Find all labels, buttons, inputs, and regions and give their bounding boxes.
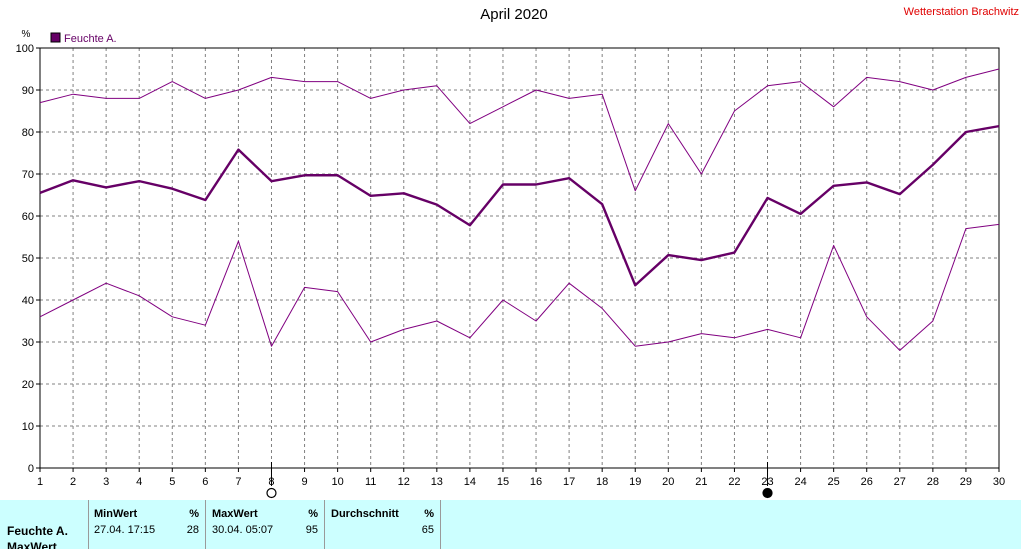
x-tick-label: 4 — [136, 476, 142, 488]
chart-title: April 2020 — [480, 6, 548, 23]
y-tick-label: 100 — [16, 43, 34, 55]
x-tick-label: 19 — [629, 476, 641, 488]
avg-cell: Durchschnitt % 65 — [325, 500, 441, 549]
x-tick-label: 27 — [894, 476, 906, 488]
x-tick-label: 10 — [331, 476, 343, 488]
x-tick-label: 9 — [301, 476, 307, 488]
series-line-min — [39, 223, 1000, 351]
x-tick-label: 3 — [103, 476, 109, 488]
min-time: 27.04. 17:15 — [94, 524, 156, 536]
y-tick-label: 70 — [22, 169, 34, 181]
y-tick-label: 0 — [28, 463, 34, 475]
humidity-chart: 0102030405060708090100123456789101112131… — [16, 29, 1005, 499]
max-time: 30.04. 05:07 — [212, 524, 274, 536]
plot-frame — [39, 47, 1000, 469]
series-line-average — [39, 124, 1000, 287]
x-tick-label: 17 — [563, 476, 575, 488]
x-tick-label: 20 — [662, 476, 674, 488]
x-tick-label: 22 — [728, 476, 740, 488]
min-unit: % — [189, 508, 199, 520]
y-tick-label: 60 — [22, 211, 34, 223]
x-tick-label: 30 — [993, 476, 1005, 488]
y-tick-label: 90 — [22, 85, 34, 97]
row-label-maxwert: MaxWert — [7, 540, 57, 549]
x-tick-label: 1 — [37, 476, 43, 488]
y-tick-label: 80 — [22, 127, 34, 139]
x-tick-label: 15 — [497, 476, 509, 488]
stats-panel: Feuchte A. MaxWert MinWert % 27.04. 17:1… — [0, 500, 1021, 549]
avg-unit: % — [424, 508, 434, 520]
x-tick-label: 28 — [927, 476, 939, 488]
x-tick-label: 11 — [365, 476, 376, 488]
x-tick-label: 2 — [70, 476, 76, 488]
row-label-feuchte: Feuchte A. — [7, 524, 68, 538]
min-header: MinWert — [94, 508, 138, 520]
series-line-max — [39, 68, 1000, 192]
marker-max-icon — [266, 487, 277, 499]
avg-value: 65 — [421, 524, 434, 536]
max-unit: % — [308, 508, 318, 520]
x-tick-label: 24 — [794, 476, 806, 488]
x-tick-label: 29 — [960, 476, 972, 488]
max-cell: MaxWert % 30.04. 05:07 95 — [206, 500, 325, 549]
avg-header: Durchschnitt — [331, 508, 399, 520]
legend-label: Feuchte A. — [64, 33, 117, 45]
x-tick-label: 6 — [202, 476, 208, 488]
x-tick-label: 13 — [431, 476, 443, 488]
x-tick-label: 5 — [169, 476, 175, 488]
legend-swatch — [50, 32, 61, 43]
x-tick-label: 12 — [398, 476, 410, 488]
max-value: 95 — [305, 524, 318, 536]
y-tick-label: 50 — [22, 253, 34, 265]
stats-row-labels: Feuchte A. MaxWert — [0, 500, 89, 549]
min-cell: MinWert % 27.04. 17:15 28 — [89, 500, 206, 549]
x-tick-label: 26 — [861, 476, 873, 488]
max-header: MaxWert — [212, 508, 258, 520]
x-tick-label: 14 — [464, 476, 476, 488]
x-tick-label: 7 — [235, 476, 241, 488]
x-tick-label: 16 — [530, 476, 542, 488]
x-tick-label: 18 — [596, 476, 608, 488]
y-tick-label: 20 — [22, 379, 34, 391]
x-tick-label: 25 — [828, 476, 840, 488]
station-name: Wetterstation Brachwitz — [903, 6, 1019, 18]
y-tick-label: 30 — [22, 337, 34, 349]
x-tick-label: 21 — [695, 476, 707, 488]
y-tick-label: 10 — [22, 421, 34, 433]
y-tick-label: 40 — [22, 295, 34, 307]
marker-min-icon — [762, 487, 773, 499]
min-value: 28 — [186, 524, 199, 536]
y-axis-unit: % — [22, 29, 31, 40]
